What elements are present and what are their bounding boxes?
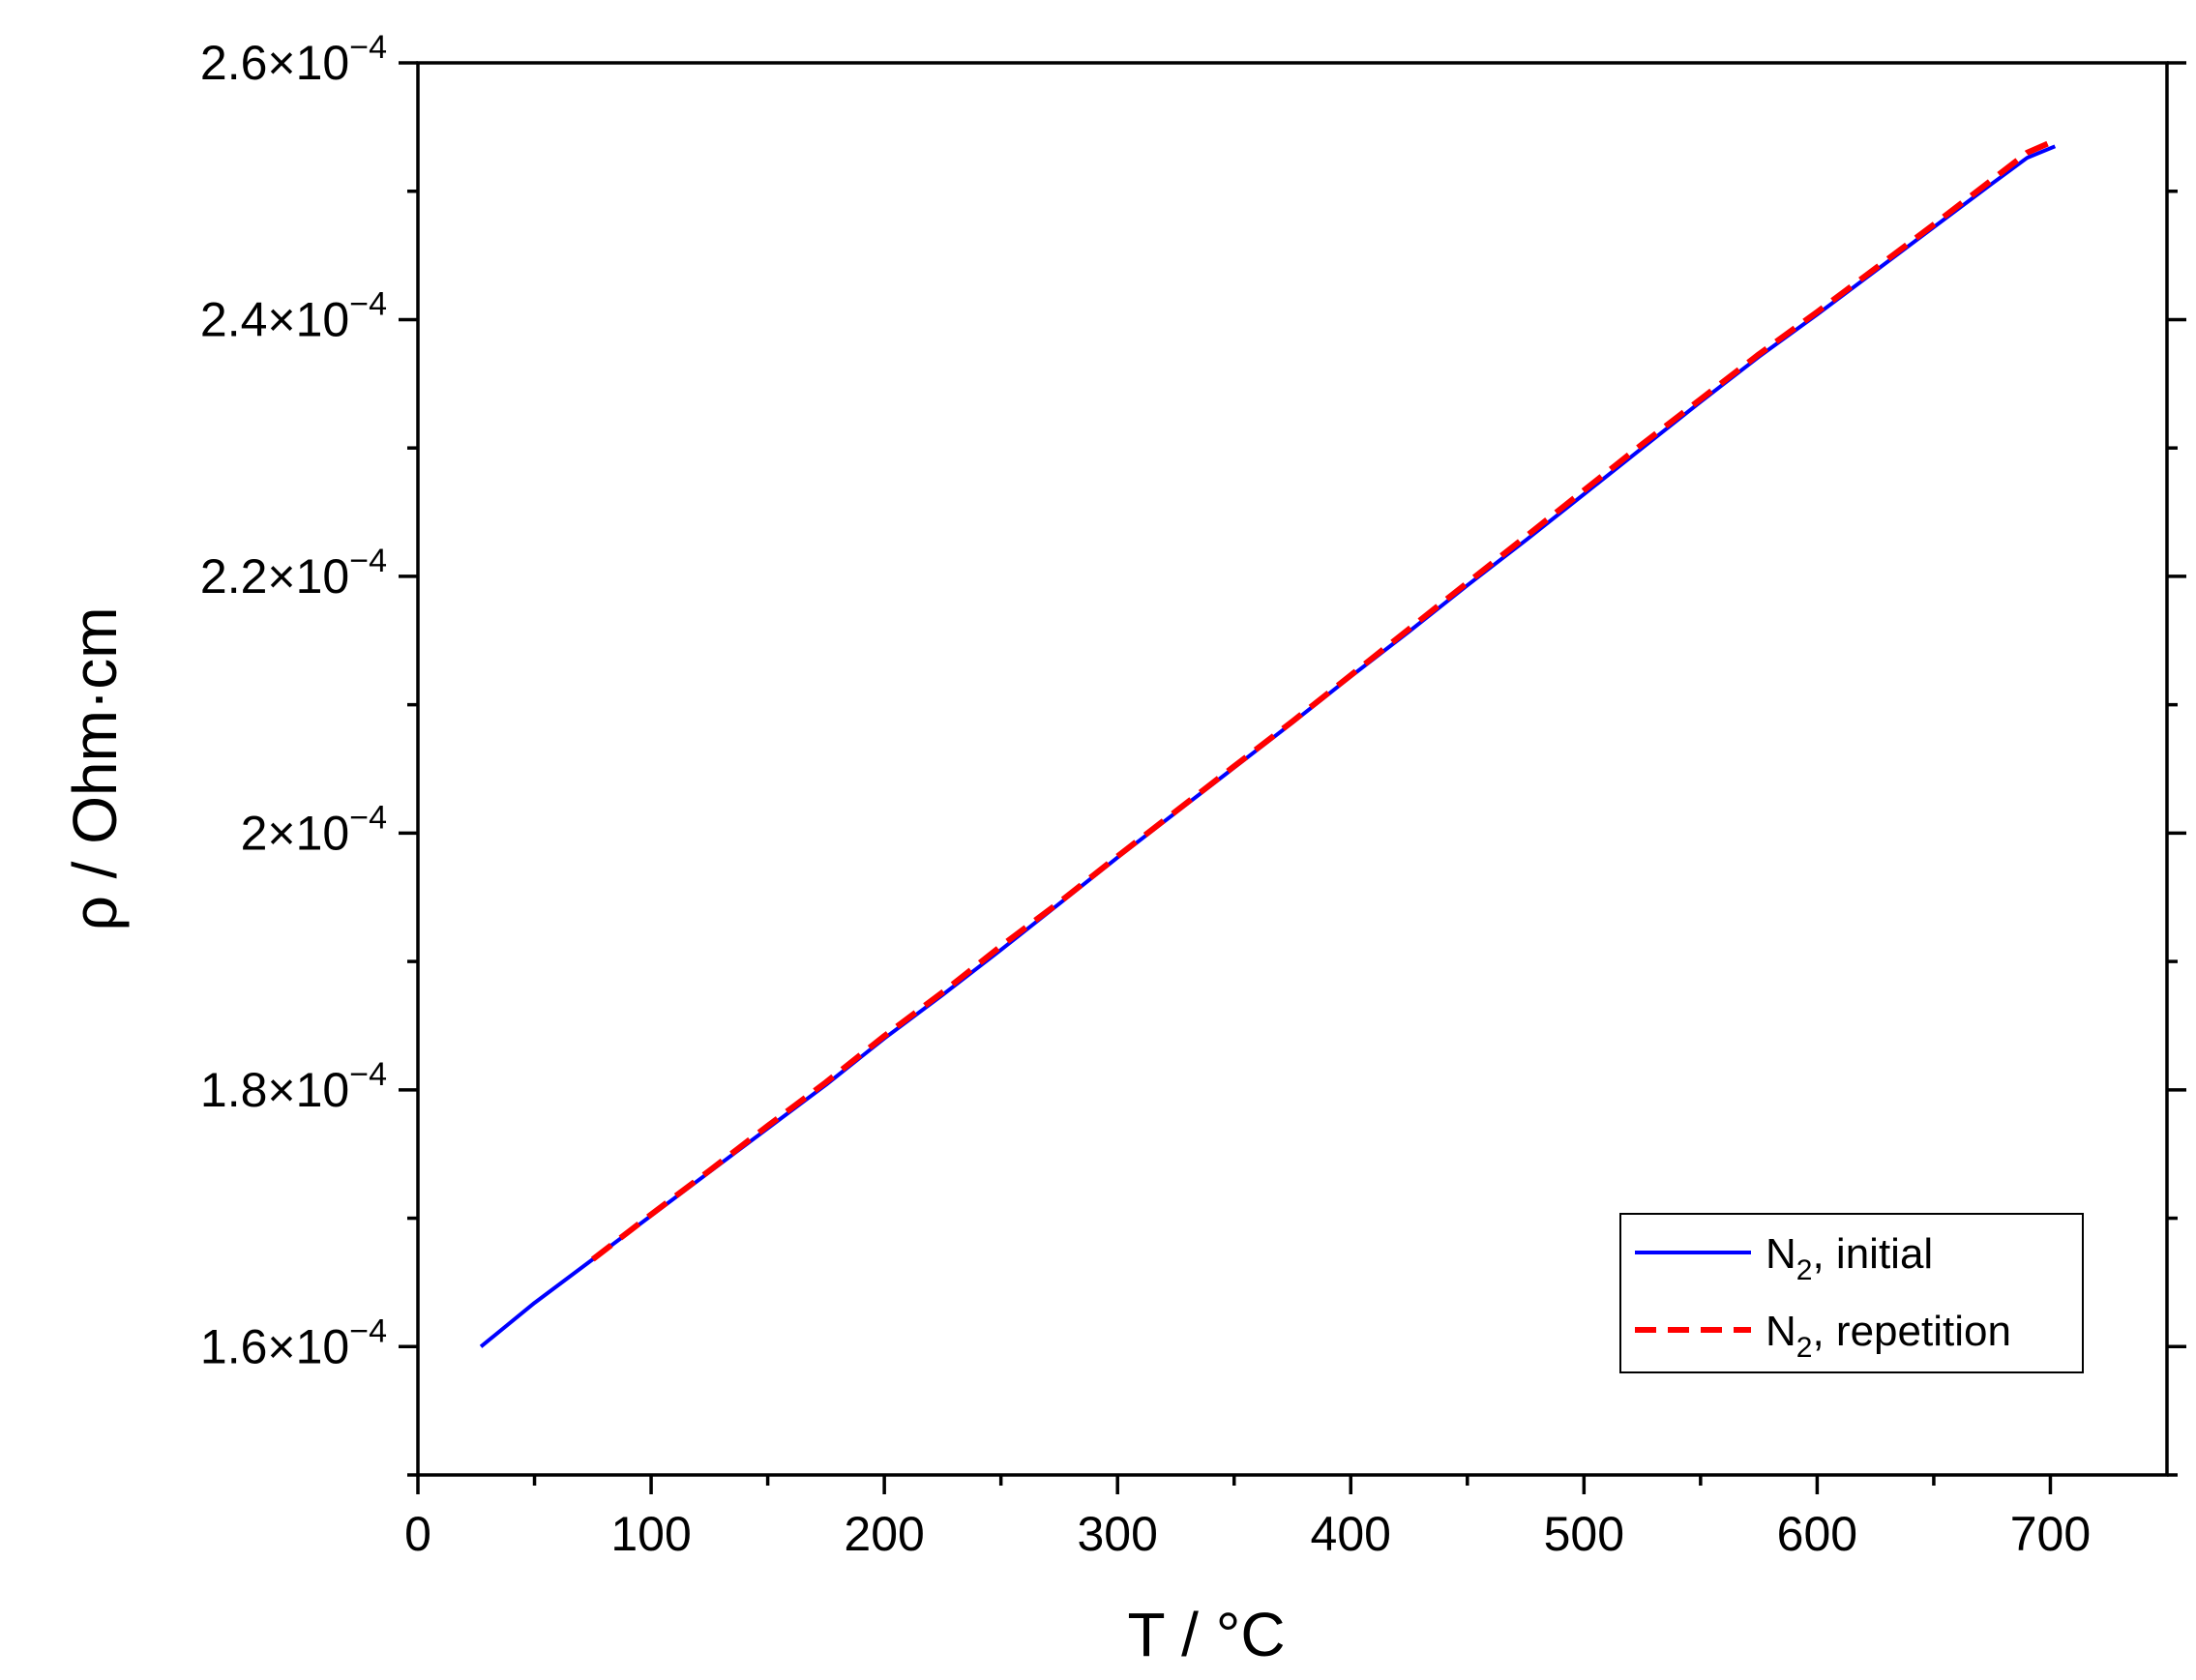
series-line-repetition	[590, 139, 2052, 1262]
series-layer	[479, 139, 2057, 1348]
legend-box	[1619, 1213, 2084, 1373]
x-tick-label: 100	[610, 1507, 691, 1561]
plot-frame	[416, 61, 2169, 1477]
y-axis: 1.6×10−4 1.8×10−4 2×10−4 2.2×10−4 2.4×10−4 2.…	[200, 29, 2186, 1477]
x-tick-label: 300	[1077, 1507, 1157, 1561]
x-tick-label: 200	[844, 1507, 924, 1561]
x-axis: 0 100 200 300 400 500 600 700	[404, 1475, 2091, 1561]
legend-label: N2, repetition	[1766, 1308, 2011, 1364]
plot-area	[416, 61, 2169, 1477]
y-tick-label: 2.4×10−4	[200, 285, 387, 346]
x-tick-label: 700	[2010, 1507, 2091, 1561]
x-axis-title: T / °C	[1127, 1600, 1285, 1669]
y-tick-label: 1.6×10−4	[200, 1312, 387, 1373]
y-tick-label: 2.6×10−4	[200, 29, 387, 90]
x-tick-label: 0	[404, 1507, 431, 1561]
y-axis-title: ρ / Ohm·cm	[60, 606, 130, 930]
x-tick-label: 500	[1544, 1507, 1624, 1561]
legend: N2, initial N2, repetition	[1619, 1213, 2084, 1373]
y-tick-label: 2×10−4	[241, 799, 387, 860]
y-tick-label: 2.2×10−4	[200, 543, 387, 604]
x-tick-label: 600	[1777, 1507, 1857, 1561]
legend-label: N2, initial	[1766, 1230, 1933, 1286]
y-tick-label: 1.8×10−4	[200, 1056, 387, 1117]
x-tick-label: 400	[1311, 1507, 1391, 1561]
